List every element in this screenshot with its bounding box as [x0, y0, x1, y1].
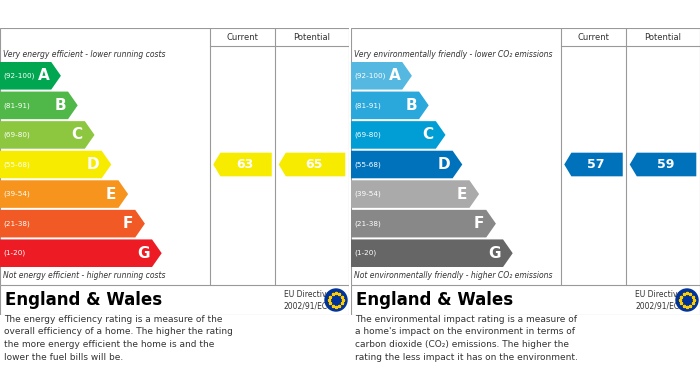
Polygon shape	[0, 180, 128, 208]
Text: (55-68): (55-68)	[354, 161, 381, 168]
Text: G: G	[489, 246, 501, 261]
Text: C: C	[423, 127, 434, 142]
Text: England & Wales: England & Wales	[356, 291, 513, 309]
Text: Energy Efficiency Rating: Energy Efficiency Rating	[7, 7, 178, 20]
Text: (81-91): (81-91)	[354, 102, 381, 109]
Text: Not environmentally friendly - higher CO₂ emissions: Not environmentally friendly - higher CO…	[354, 271, 552, 280]
Text: Very environmentally friendly - lower CO₂ emissions: Very environmentally friendly - lower CO…	[354, 50, 552, 59]
Text: F: F	[123, 216, 133, 231]
Text: (55-68): (55-68)	[3, 161, 29, 168]
Polygon shape	[279, 152, 345, 176]
Text: A: A	[389, 68, 400, 83]
Text: 59: 59	[657, 158, 674, 171]
Text: (69-80): (69-80)	[3, 132, 29, 138]
Polygon shape	[351, 210, 496, 237]
Circle shape	[676, 289, 698, 311]
Text: 2002/91/EC: 2002/91/EC	[284, 301, 328, 310]
Polygon shape	[564, 152, 623, 176]
Text: Current: Current	[578, 32, 610, 41]
Text: C: C	[71, 127, 83, 142]
Text: The energy efficiency rating is a measure of the
overall efficiency of a home. T: The energy efficiency rating is a measur…	[4, 315, 233, 362]
Polygon shape	[0, 62, 61, 90]
Text: Very energy efficient - lower running costs: Very energy efficient - lower running co…	[3, 50, 165, 59]
Text: E: E	[457, 187, 468, 202]
Polygon shape	[351, 239, 512, 267]
Text: (69-80): (69-80)	[354, 132, 381, 138]
Text: 57: 57	[587, 158, 605, 171]
Text: (1-20): (1-20)	[354, 250, 376, 256]
Text: Environmental Impact (CO₂) Rating: Environmental Impact (CO₂) Rating	[358, 7, 604, 20]
Polygon shape	[351, 151, 462, 178]
Polygon shape	[351, 91, 428, 119]
Polygon shape	[0, 121, 94, 149]
Text: 2002/91/EC: 2002/91/EC	[635, 301, 679, 310]
Text: D: D	[87, 157, 99, 172]
Polygon shape	[351, 121, 445, 149]
Text: (21-38): (21-38)	[354, 221, 381, 227]
Text: Current: Current	[227, 32, 258, 41]
Text: A: A	[38, 68, 49, 83]
Text: (92-100): (92-100)	[354, 73, 386, 79]
Text: Potential: Potential	[645, 32, 682, 41]
Text: F: F	[474, 216, 484, 231]
Polygon shape	[0, 151, 111, 178]
Text: Potential: Potential	[293, 32, 330, 41]
Polygon shape	[0, 239, 162, 267]
Text: (92-100): (92-100)	[3, 73, 34, 79]
Polygon shape	[214, 152, 272, 176]
Text: EU Directive: EU Directive	[635, 290, 682, 299]
Text: EU Directive: EU Directive	[284, 290, 331, 299]
Text: England & Wales: England & Wales	[5, 291, 162, 309]
Text: (81-91): (81-91)	[3, 102, 29, 109]
Polygon shape	[630, 152, 696, 176]
Text: 63: 63	[236, 158, 253, 171]
Text: Not energy efficient - higher running costs: Not energy efficient - higher running co…	[3, 271, 165, 280]
Text: (1-20): (1-20)	[3, 250, 25, 256]
Text: (21-38): (21-38)	[3, 221, 29, 227]
Text: B: B	[55, 98, 66, 113]
Circle shape	[325, 289, 347, 311]
Text: (39-54): (39-54)	[354, 191, 381, 197]
Text: G: G	[137, 246, 150, 261]
Text: 65: 65	[306, 158, 323, 171]
Polygon shape	[0, 210, 145, 237]
Polygon shape	[351, 180, 479, 208]
Text: D: D	[438, 157, 451, 172]
Text: (39-54): (39-54)	[3, 191, 29, 197]
Text: E: E	[106, 187, 116, 202]
Polygon shape	[0, 91, 78, 119]
Text: B: B	[405, 98, 417, 113]
Text: The environmental impact rating is a measure of
a home's impact on the environme: The environmental impact rating is a mea…	[355, 315, 578, 362]
Polygon shape	[351, 62, 412, 90]
